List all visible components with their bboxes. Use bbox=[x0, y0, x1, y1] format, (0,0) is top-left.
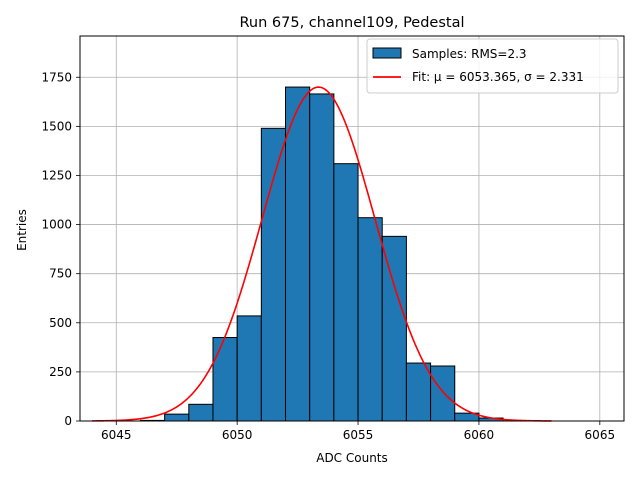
histogram-bar bbox=[309, 93, 335, 422]
y-tick-label: 750 bbox=[49, 267, 72, 281]
histogram-bar bbox=[333, 163, 359, 422]
histogram-bar bbox=[405, 362, 432, 422]
x-tick-label: 6050 bbox=[222, 428, 253, 442]
chart-title: Run 675, channel109, Pedestal bbox=[239, 15, 464, 31]
y-axis-label: Entries bbox=[15, 209, 29, 251]
histogram-bar bbox=[236, 315, 262, 422]
histogram-bar bbox=[381, 235, 407, 422]
y-axis: 0 250 500 750 1000 1250 1500 1750 bbox=[41, 70, 80, 428]
x-tick-label: 6060 bbox=[464, 428, 495, 442]
y-tick-label: 500 bbox=[49, 316, 72, 330]
legend: Samples: RMS=2.3 Fit: μ = 6053.365, σ = … bbox=[366, 38, 619, 94]
x-tick-label: 6045 bbox=[101, 428, 132, 442]
histogram-bar bbox=[285, 86, 311, 422]
legend-histogram-swatch bbox=[372, 47, 402, 59]
histogram-bar bbox=[430, 365, 456, 422]
x-axis: 6045 6050 6055 6060 6065 bbox=[101, 421, 615, 442]
fit-curve bbox=[92, 86, 552, 422]
histogram-bar bbox=[357, 217, 383, 422]
histogram-bars bbox=[139, 86, 504, 422]
plot-frame bbox=[79, 35, 625, 422]
legend-fit-label: Fit: μ = 6053.365, σ = 2.331 bbox=[412, 70, 584, 84]
y-tick-label: 0 bbox=[64, 414, 72, 428]
x-tick-label: 6055 bbox=[343, 428, 374, 442]
y-tick-label: 1250 bbox=[41, 168, 72, 182]
y-tick-label: 250 bbox=[49, 365, 72, 379]
legend-box bbox=[366, 38, 619, 94]
y-tick-label: 1000 bbox=[41, 218, 72, 232]
fit-curve-layer bbox=[92, 86, 552, 422]
x-axis-label: ADC Counts bbox=[316, 451, 388, 465]
y-tick-label: 1750 bbox=[41, 70, 72, 84]
x-tick-label: 6065 bbox=[585, 428, 616, 442]
histogram-bar bbox=[260, 127, 287, 422]
legend-histogram-label: Samples: RMS=2.3 bbox=[412, 47, 527, 61]
histogram-bar bbox=[188, 403, 214, 422]
histogram-bar bbox=[212, 337, 238, 422]
y-tick-label: 1500 bbox=[41, 119, 72, 133]
histogram-bar bbox=[164, 413, 190, 422]
